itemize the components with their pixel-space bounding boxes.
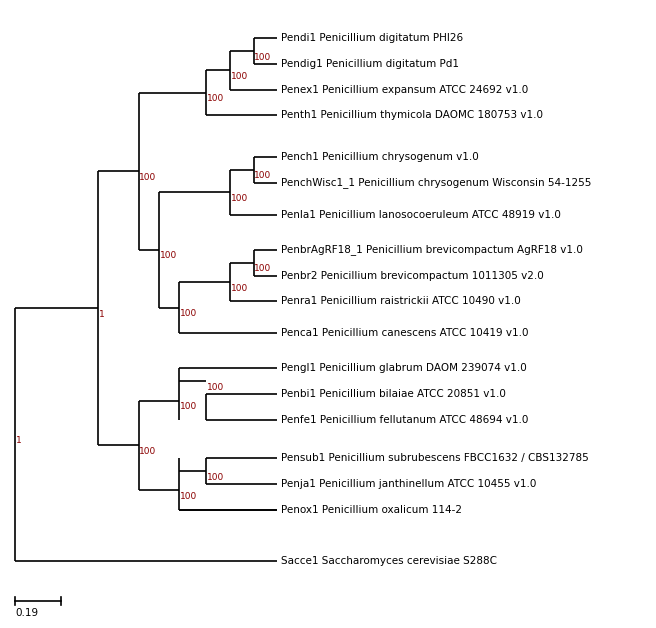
- Text: 100: 100: [207, 94, 224, 104]
- Text: Penbr2 Penicillium brevicompactum 1011305 v2.0: Penbr2 Penicillium brevicompactum 101130…: [281, 271, 544, 281]
- Text: Pengl1 Penicillium glabrum DAOM 239074 v1.0: Pengl1 Penicillium glabrum DAOM 239074 v…: [281, 364, 527, 374]
- Text: 100: 100: [139, 447, 156, 456]
- Text: 100: 100: [230, 284, 248, 293]
- Text: Penfe1 Penicillium fellutanum ATCC 48694 v1.0: Penfe1 Penicillium fellutanum ATCC 48694…: [281, 414, 529, 425]
- Text: Pendi1 Penicillium digitatum PHI26: Pendi1 Penicillium digitatum PHI26: [281, 33, 463, 43]
- Text: 100: 100: [230, 194, 248, 203]
- Text: 100: 100: [207, 473, 224, 482]
- Text: 1: 1: [98, 310, 104, 319]
- Text: Pench1 Penicillium chrysogenum v1.0: Pench1 Penicillium chrysogenum v1.0: [281, 152, 479, 162]
- Text: 100: 100: [180, 402, 197, 411]
- Text: 0.19: 0.19: [15, 608, 39, 618]
- Text: Penca1 Penicillium canescens ATCC 10419 v1.0: Penca1 Penicillium canescens ATCC 10419 …: [281, 328, 529, 338]
- Text: Penra1 Penicillium raistrickii ATCC 10490 v1.0: Penra1 Penicillium raistrickii ATCC 1049…: [281, 296, 521, 306]
- Text: Sacce1 Saccharomyces cerevisiae S288C: Sacce1 Saccharomyces cerevisiae S288C: [281, 556, 497, 566]
- Text: Penex1 Penicillium expansum ATCC 24692 v1.0: Penex1 Penicillium expansum ATCC 24692 v…: [281, 85, 529, 95]
- Text: PenbrAgRF18_1 Penicillium brevicompactum AgRF18 v1.0: PenbrAgRF18_1 Penicillium brevicompactum…: [281, 244, 583, 256]
- Text: Penox1 Penicillium oxalicum 114-2: Penox1 Penicillium oxalicum 114-2: [281, 504, 462, 514]
- Text: 100: 100: [255, 171, 272, 180]
- Text: Penth1 Penicillium thymicola DAOMC 180753 v1.0: Penth1 Penicillium thymicola DAOMC 18075…: [281, 111, 543, 121]
- Text: 100: 100: [255, 264, 272, 273]
- Text: 100: 100: [230, 72, 248, 81]
- Text: Pensub1 Penicillium subrubescens FBCC1632 / CBS132785: Pensub1 Penicillium subrubescens FBCC163…: [281, 453, 589, 463]
- Text: 1: 1: [16, 436, 22, 445]
- Text: Penla1 Penicillium lanosocoeruleum ATCC 48919 v1.0: Penla1 Penicillium lanosocoeruleum ATCC …: [281, 210, 561, 220]
- Text: Penja1 Penicillium janthinellum ATCC 10455 v1.0: Penja1 Penicillium janthinellum ATCC 104…: [281, 479, 537, 489]
- Text: Penbi1 Penicillium bilaiae ATCC 20851 v1.0: Penbi1 Penicillium bilaiae ATCC 20851 v1…: [281, 389, 506, 399]
- Text: 100: 100: [180, 309, 197, 318]
- Text: 100: 100: [207, 383, 224, 392]
- Text: 100: 100: [180, 492, 197, 501]
- Text: 100: 100: [139, 173, 156, 182]
- Text: Pendig1 Penicillium digitatum Pd1: Pendig1 Penicillium digitatum Pd1: [281, 59, 459, 69]
- Text: 100: 100: [255, 53, 272, 62]
- Text: 100: 100: [159, 251, 176, 261]
- Text: PenchWisc1_1 Penicillium chrysogenum Wisconsin 54-1255: PenchWisc1_1 Penicillium chrysogenum Wis…: [281, 177, 592, 188]
